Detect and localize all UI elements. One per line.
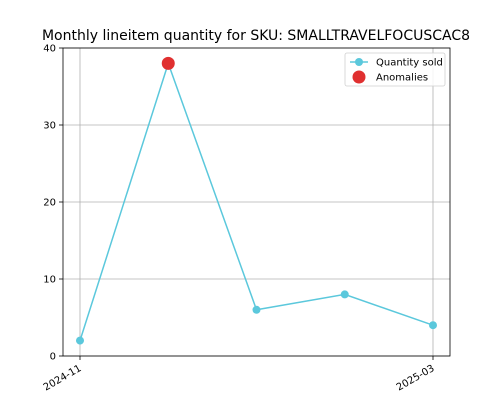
y-tick-label: 30 [43,121,56,132]
legend-box [344,52,446,87]
x-tick-label: 2024-11 [42,363,84,393]
axes: 0 10 20 30 40 2024-11 2025-03 [42,44,451,393]
y-tick-label: 0 [50,352,56,363]
y-tick-label: 20 [43,198,56,209]
plot-frame [62,47,451,357]
quantity-sold-point [76,336,84,345]
legend: Quantity sold Anomalies [344,52,446,87]
quantity-sold-point [340,290,349,299]
series [76,56,437,345]
legend-anomalies-marker [352,70,366,84]
legend-quantity-label: Quantity sold [376,58,443,69]
y-tick-label: 10 [43,275,56,286]
x-tick-label: 2025-03 [395,363,437,393]
legend-anomalies-label: Anomalies [376,73,428,84]
legend-quantity-marker [355,58,363,66]
quantity-sold-point [252,305,261,314]
quantity-sold-point [429,321,437,330]
y-tick-label: 40 [43,44,56,55]
anomaly-point [161,56,175,70]
chart-title: Monthly lineitem quantity for SKU: SMALL… [42,28,470,44]
